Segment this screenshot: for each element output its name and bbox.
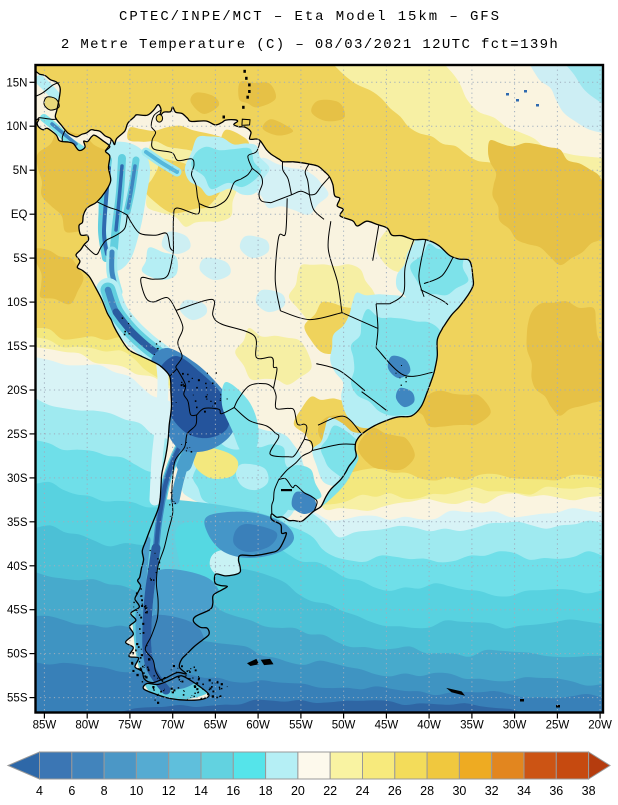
svg-text:CPTEC/INPE/MCT – Eta Model 15: CPTEC/INPE/MCT – Eta Model 15km – GFS <box>119 9 501 25</box>
svg-text:5S: 5S <box>13 253 27 265</box>
svg-text:6: 6 <box>68 784 75 798</box>
svg-text:36: 36 <box>549 784 563 798</box>
svg-text:28: 28 <box>420 784 434 798</box>
svg-text:4: 4 <box>36 784 43 798</box>
svg-text:18: 18 <box>259 784 273 798</box>
svg-text:5N: 5N <box>13 165 28 177</box>
svg-text:20S: 20S <box>7 385 28 397</box>
svg-text:30: 30 <box>452 784 466 798</box>
svg-text:10N: 10N <box>6 121 27 133</box>
svg-text:20W: 20W <box>588 720 612 732</box>
svg-text:20: 20 <box>291 784 305 798</box>
svg-text:32: 32 <box>485 784 499 798</box>
svg-text:25W: 25W <box>546 720 570 732</box>
svg-text:10S: 10S <box>7 297 28 309</box>
svg-text:55S: 55S <box>7 693 28 705</box>
svg-text:15S: 15S <box>7 341 28 353</box>
svg-text:40W: 40W <box>417 720 441 732</box>
svg-text:25S: 25S <box>7 429 28 441</box>
svg-text:45W: 45W <box>375 720 399 732</box>
svg-text:26: 26 <box>388 784 402 798</box>
svg-text:8: 8 <box>101 784 108 798</box>
svg-text:55W: 55W <box>289 720 313 732</box>
svg-text:35W: 35W <box>460 720 484 732</box>
svg-text:38: 38 <box>582 784 596 798</box>
svg-text:45S: 45S <box>7 605 28 617</box>
svg-text:40S: 40S <box>7 561 28 573</box>
svg-text:30S: 30S <box>7 473 28 485</box>
svg-text:50W: 50W <box>332 720 356 732</box>
svg-text:50S: 50S <box>7 649 28 661</box>
svg-text:2 Metre Temperature (C) – 08/0: 2 Metre Temperature (C) – 08/03/2021 12U… <box>61 37 559 53</box>
svg-text:65W: 65W <box>204 720 228 732</box>
svg-text:EQ: EQ <box>11 209 28 221</box>
svg-text:30W: 30W <box>503 720 527 732</box>
svg-text:24: 24 <box>356 784 370 798</box>
svg-text:10: 10 <box>129 784 143 798</box>
svg-text:35S: 35S <box>7 517 28 529</box>
svg-text:34: 34 <box>517 784 531 798</box>
svg-text:15N: 15N <box>6 77 27 89</box>
svg-text:85W: 85W <box>33 720 57 732</box>
svg-text:80W: 80W <box>75 720 99 732</box>
svg-text:70W: 70W <box>161 720 185 732</box>
svg-text:14: 14 <box>194 784 208 798</box>
svg-text:75W: 75W <box>118 720 142 732</box>
svg-text:22: 22 <box>323 784 337 798</box>
svg-text:12: 12 <box>162 784 176 798</box>
svg-text:60W: 60W <box>246 720 270 732</box>
svg-text:16: 16 <box>226 784 240 798</box>
